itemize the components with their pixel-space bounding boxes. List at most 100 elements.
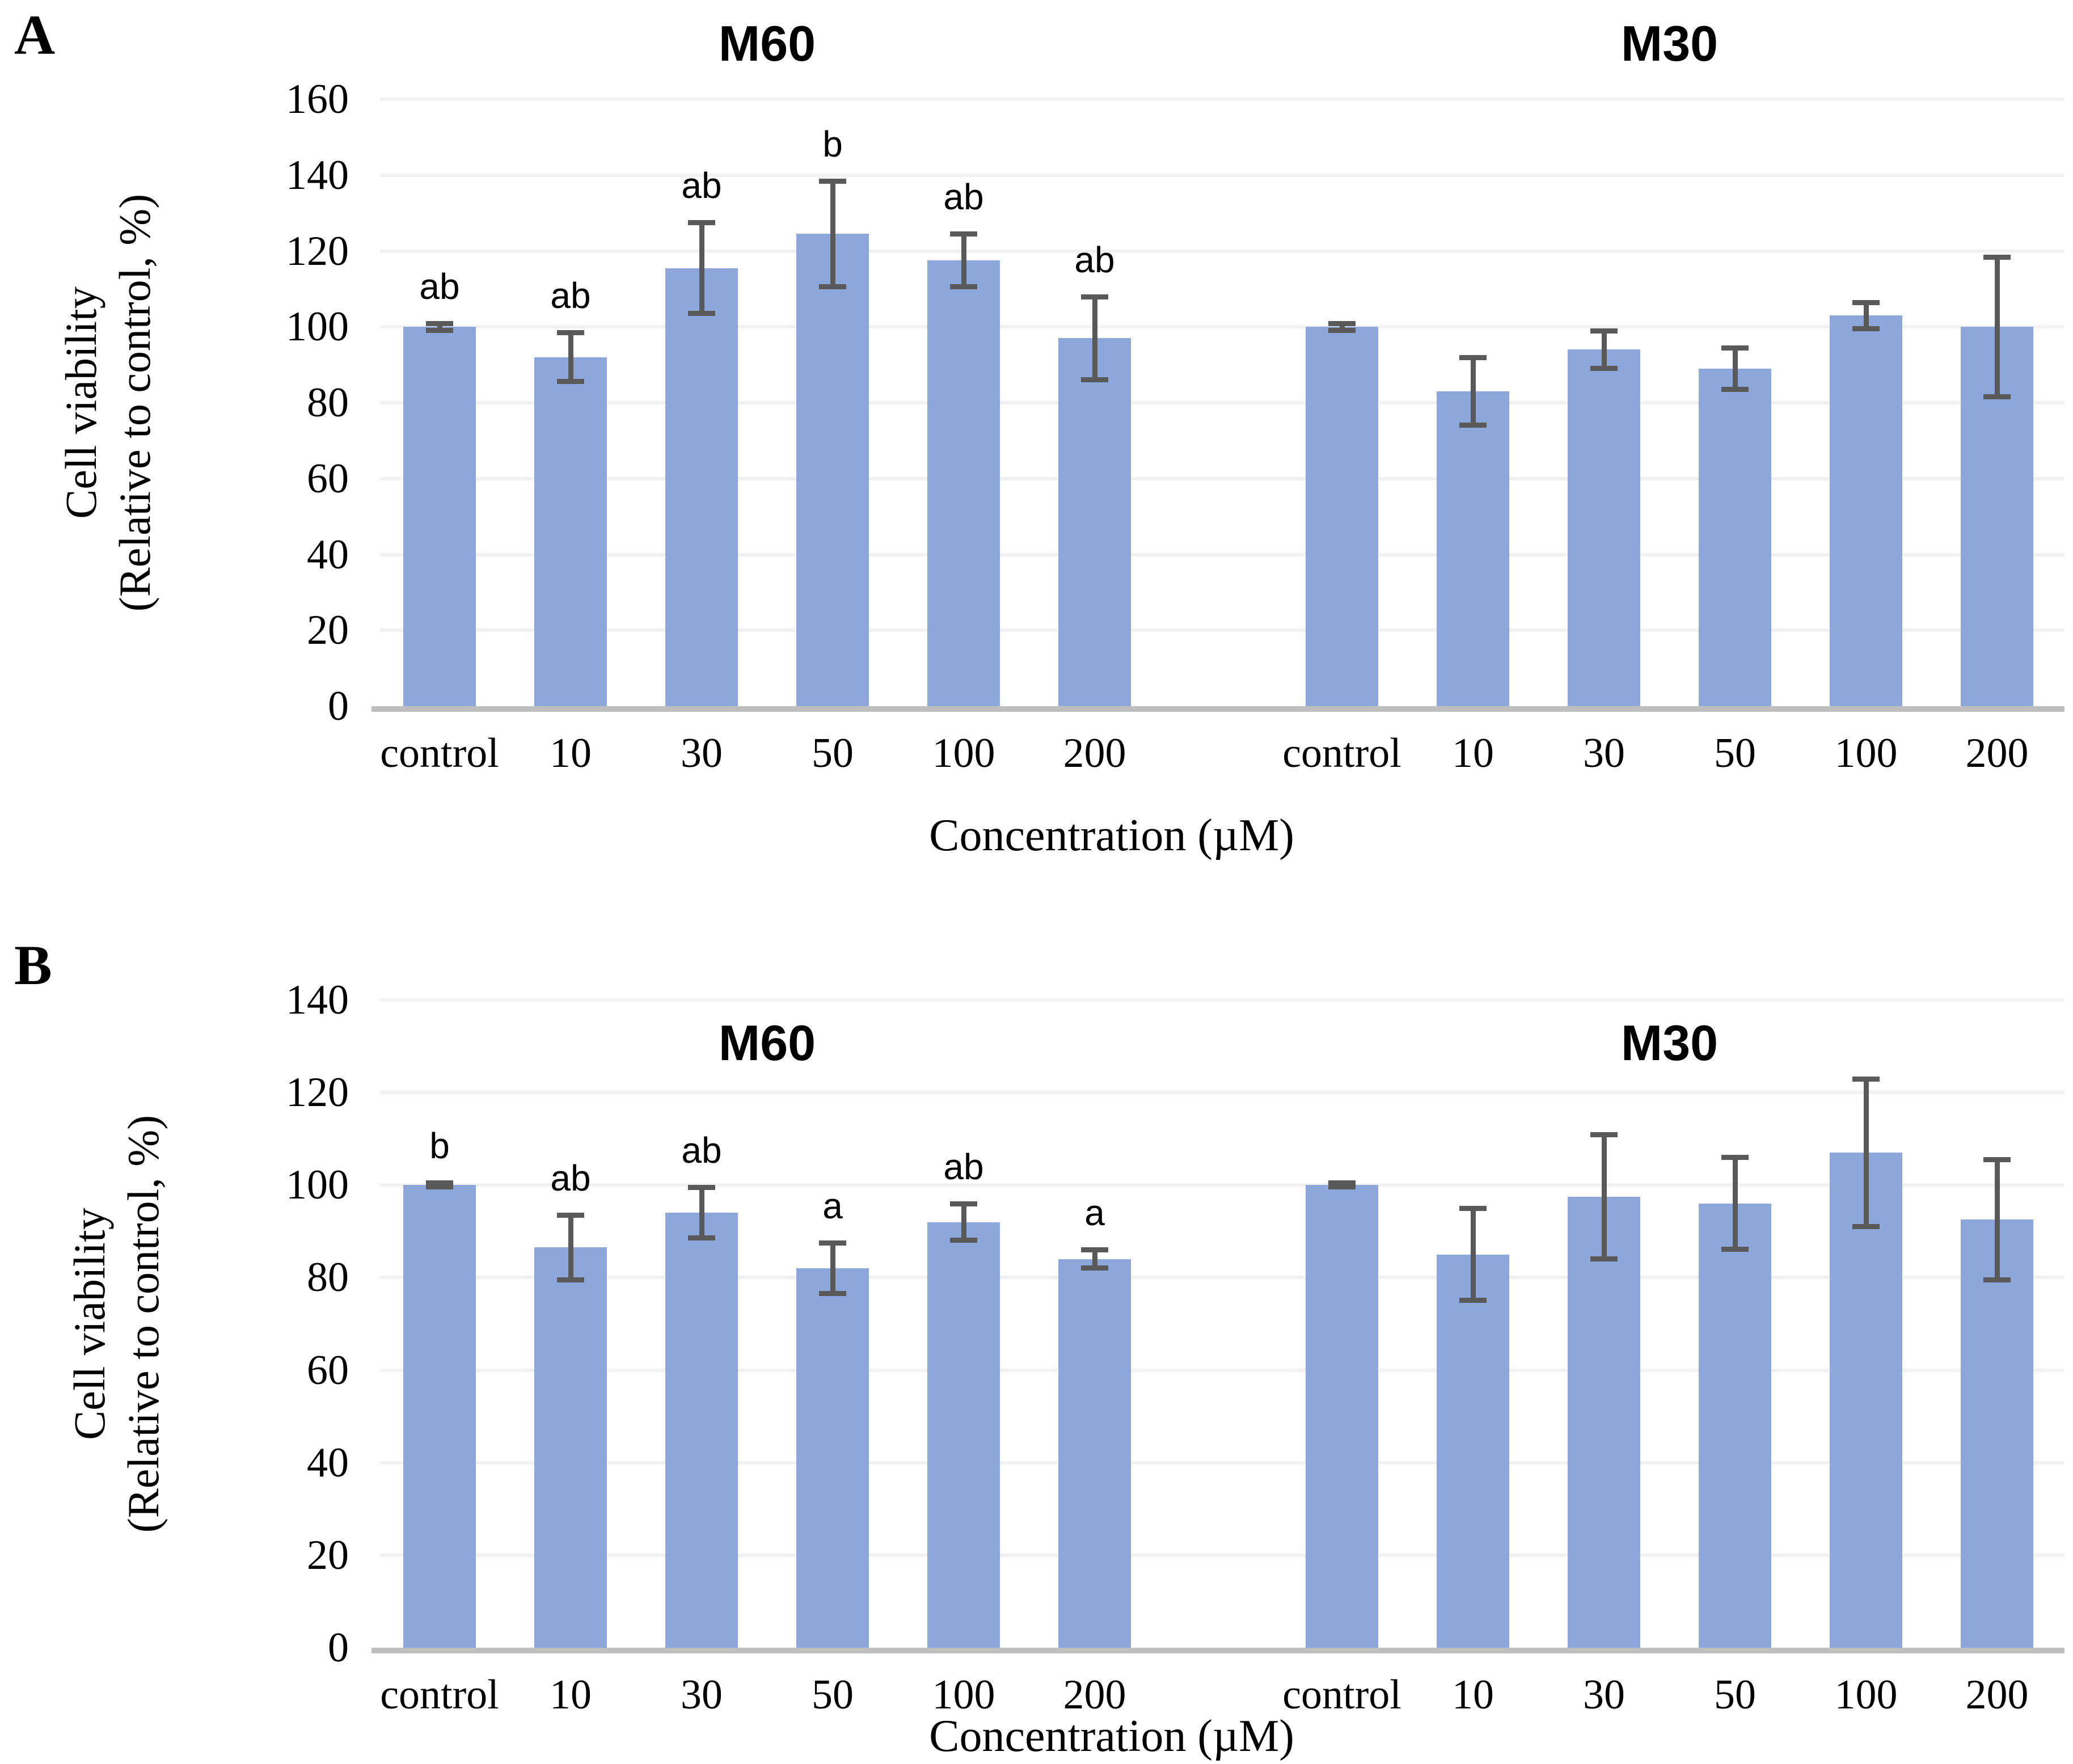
sig-letter-b-m60-10: ab — [550, 1158, 591, 1199]
error-cap-top-a-m30-10 — [1459, 355, 1487, 360]
panel-a-x-axis-title: Concentration (µM) — [929, 811, 1294, 860]
panel-a-y-axis-title-line2: (Relative to control, %) — [110, 193, 159, 612]
error-bar-b-m30-100 — [1863, 1078, 1869, 1227]
y-tick-a-60: 60 — [307, 455, 349, 502]
x-tick-b-m60-10: 10 — [550, 1672, 592, 1718]
y-tick-b-120: 120 — [286, 1069, 349, 1116]
error-cap-top-b-m60-50 — [819, 1240, 846, 1246]
error-cap-bottom-b-m30-10 — [1459, 1298, 1487, 1303]
error-cap-top-b-m30-control — [1328, 1180, 1356, 1186]
error-cap-bottom-a-m30-control — [1328, 327, 1356, 333]
x-tick-b-m30-30: 30 — [1583, 1672, 1625, 1718]
x-tick-b-m30-50: 50 — [1714, 1672, 1756, 1718]
group-title-b-m30: M30 — [1620, 1015, 1719, 1071]
bar-a-m30-10 — [1437, 391, 1509, 706]
y-tick-a-80: 80 — [307, 379, 349, 426]
error-cap-top-a-m30-control — [1328, 320, 1356, 326]
error-cap-bottom-b-m30-50 — [1721, 1247, 1749, 1252]
x-tick-a-m30-100: 100 — [1834, 730, 1898, 777]
bar-a-m60-50 — [796, 234, 869, 706]
error-bar-b-m30-50 — [1732, 1157, 1738, 1250]
sig-letter-b-m60-200: a — [1084, 1192, 1105, 1234]
bar-b-m30-50 — [1699, 1203, 1771, 1648]
group-title-a-m60: M60 — [718, 15, 816, 71]
error-bar-b-m60-100 — [961, 1203, 966, 1241]
error-cap-bottom-a-m60-control — [426, 327, 453, 333]
panel-b-label: B — [14, 934, 52, 997]
bar-b-m60-50 — [796, 1268, 869, 1648]
sig-letter-b-m60-30: ab — [681, 1130, 722, 1171]
bar-b-m60-100 — [927, 1222, 1000, 1648]
error-bar-a-m60-200 — [1092, 296, 1097, 380]
error-cap-top-b-m30-10 — [1459, 1206, 1487, 1212]
error-cap-top-a-m60-50 — [819, 178, 846, 184]
error-cap-top-b-m30-30 — [1590, 1132, 1618, 1137]
gridline-a-80 — [380, 401, 2064, 404]
error-bar-a-m60-50 — [830, 180, 835, 288]
error-cap-top-b-m60-200 — [1081, 1247, 1108, 1253]
sig-letter-a-m60-100: ab — [943, 176, 984, 218]
error-cap-top-b-m60-control — [426, 1180, 453, 1186]
bar-a-m30-100 — [1830, 315, 1902, 706]
bar-a-m60-200 — [1058, 338, 1131, 706]
bar-b-m60-10 — [534, 1247, 607, 1648]
error-cap-bottom-b-m60-50 — [819, 1290, 846, 1296]
bar-b-m30-10 — [1437, 1254, 1509, 1648]
gridline-a-120 — [380, 249, 2064, 253]
y-tick-b-140: 140 — [286, 977, 349, 1023]
error-cap-bottom-a-m60-100 — [950, 284, 977, 290]
error-bar-a-m30-control — [1339, 323, 1345, 331]
bar-a-m60-100 — [927, 260, 1000, 706]
error-cap-top-a-m60-control — [426, 320, 453, 326]
bar-b-m60-200 — [1058, 1259, 1131, 1648]
error-cap-top-a-m60-200 — [1081, 294, 1108, 299]
error-cap-bottom-a-m60-50 — [819, 284, 846, 290]
bar-b-m60-30 — [665, 1213, 738, 1648]
error-cap-top-a-m60-30 — [688, 220, 715, 226]
gridline-b-100 — [380, 1183, 2064, 1187]
error-cap-bottom-b-m60-control — [426, 1184, 453, 1190]
panel-b-y-axis-title-line1: Cell viability — [64, 1208, 114, 1440]
x-tick-b-m30-10: 10 — [1452, 1672, 1494, 1718]
error-cap-top-a-m30-50 — [1721, 345, 1749, 351]
x-tick-a-m60-50: 50 — [812, 730, 854, 777]
y-tick-a-160: 160 — [286, 76, 349, 123]
x-tick-b-m30-200: 200 — [1965, 1672, 2029, 1718]
y-tick-b-100: 100 — [286, 1162, 349, 1209]
error-cap-bottom-b-m30-100 — [1852, 1223, 1880, 1229]
error-cap-bottom-a-m30-100 — [1852, 326, 1880, 331]
sig-letter-a-m60-30: ab — [681, 165, 722, 206]
sig-letter-a-m60-50: b — [822, 123, 843, 164]
sig-letter-b-m60-control: b — [429, 1125, 450, 1167]
error-bar-a-m30-200 — [1994, 256, 2000, 397]
error-cap-top-b-m60-30 — [688, 1185, 715, 1191]
bar-a-m60-30 — [665, 268, 738, 706]
x-axis-line-a — [371, 706, 2064, 712]
gridline-a-160 — [380, 98, 2064, 101]
gridline-a-100 — [380, 325, 2064, 329]
error-cap-bottom-a-m60-30 — [688, 310, 715, 316]
sig-letter-b-m60-100: ab — [943, 1146, 984, 1187]
error-cap-bottom-a-m30-200 — [1983, 394, 2011, 399]
error-cap-bottom-b-m60-200 — [1081, 1265, 1108, 1271]
error-cap-bottom-b-m30-control — [1328, 1184, 1356, 1190]
panel-b-y-axis-title: Cell viability (Relative to control, %) — [62, 1115, 170, 1533]
sig-letter-a-m60-200: ab — [1074, 239, 1115, 280]
x-tick-b-m60-control: control — [380, 1672, 499, 1718]
x-tick-a-m30-50: 50 — [1714, 730, 1756, 777]
gridline-b-80 — [380, 1276, 2064, 1280]
sig-letter-a-m60-control: ab — [419, 265, 460, 307]
gridline-a-40 — [380, 552, 2064, 556]
y-tick-b-80: 80 — [307, 1254, 349, 1301]
y-tick-a-40: 40 — [307, 531, 349, 578]
y-tick-b-40: 40 — [307, 1439, 349, 1486]
sig-letter-b-m60-50: a — [822, 1185, 843, 1227]
error-cap-top-b-m60-10 — [557, 1213, 584, 1218]
x-tick-b-m30-control: control — [1282, 1672, 1401, 1718]
error-bar-b-m60-50 — [830, 1243, 835, 1294]
error-cap-bottom-b-m60-30 — [688, 1235, 715, 1241]
x-tick-b-m60-100: 100 — [932, 1672, 995, 1718]
gridline-a-20 — [380, 628, 2064, 632]
error-bar-a-m30-100 — [1863, 302, 1869, 329]
